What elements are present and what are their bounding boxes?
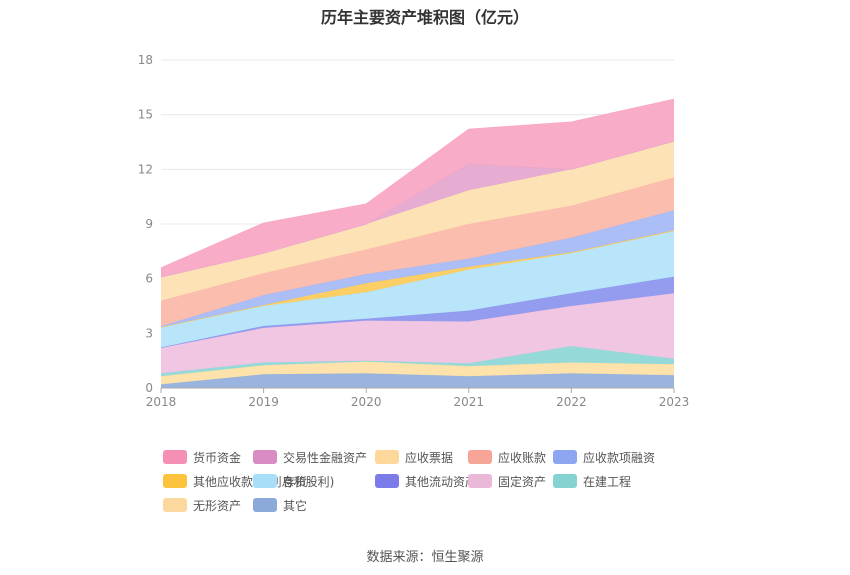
legend-swatch — [163, 474, 187, 488]
y-tick-label: 0 — [145, 381, 153, 395]
legend-item[interactable]: 其他流动资产 — [375, 472, 477, 490]
area-series-7 — [161, 210, 674, 328]
legend-item[interactable]: 交易性金融资产 — [253, 448, 367, 466]
legend-swatch — [375, 450, 399, 464]
y-tick-label: 18 — [138, 53, 153, 67]
x-tick-label: 2018 — [146, 395, 177, 409]
legend-swatch — [253, 474, 277, 488]
area-series-edge-5 — [160, 230, 675, 328]
legend-label: 无形资产 — [193, 498, 242, 513]
legend-swatch — [163, 498, 187, 512]
legend-swatch — [253, 498, 277, 512]
legend-label: 应收票据 — [405, 450, 454, 465]
legend-item[interactable]: 存货 — [253, 472, 307, 490]
area-series-9 — [161, 141, 674, 301]
area-series-0 — [161, 373, 674, 388]
legend-item[interactable]: 应收账款 — [468, 448, 546, 466]
area-series — [160, 98, 675, 388]
y-tick-label: 6 — [145, 272, 153, 286]
legend-swatch — [375, 474, 399, 488]
x-tick-label: 2022 — [556, 395, 587, 409]
area-series-edge-11 — [160, 98, 675, 269]
legend-label: 应收账款 — [498, 450, 547, 465]
axes: 0 3 6 9 12 15 18 2018 2019 2020 2021 2022 2023 — [138, 53, 690, 409]
x-tick-label: 2021 — [454, 395, 485, 409]
legend-item[interactable]: 在建工程 — [553, 472, 631, 490]
legend-label: 固定资产 — [498, 474, 547, 489]
legend-swatch — [468, 450, 492, 464]
y-tick-label: 9 — [145, 217, 153, 231]
legend-swatch — [163, 450, 187, 464]
x-tick-label: 2019 — [248, 395, 279, 409]
area-series-3 — [161, 293, 674, 374]
data-source-note: 数据来源：恒生聚源 — [366, 550, 484, 565]
area-series-8 — [161, 177, 674, 327]
legend-swatch — [468, 474, 492, 488]
legend-label: 其它 — [283, 498, 308, 513]
legend-item[interactable]: 固定资产 — [468, 472, 546, 490]
x-tick-label: 2020 — [351, 395, 382, 409]
legend-item[interactable]: 货币资金 — [163, 448, 241, 466]
area-series-2 — [161, 346, 674, 377]
y-tick-label: 12 — [138, 162, 153, 176]
legend-item[interactable]: 无形资产 — [163, 496, 241, 514]
legend-label: 在建工程 — [583, 474, 632, 489]
y-tick-label: 3 — [145, 326, 153, 340]
area-series-6 — [161, 230, 674, 328]
area-series-11 — [161, 99, 674, 277]
legend-label: 货币资金 — [193, 450, 242, 465]
legend-item[interactable]: 其它 — [253, 496, 307, 514]
area-series-5 — [161, 231, 674, 348]
legend-label: 交易性金融资产 — [283, 450, 368, 465]
x-tick-label: 2023 — [659, 395, 690, 409]
legend-swatch — [553, 450, 577, 464]
y-tick-label: 15 — [138, 108, 153, 122]
legend-swatch — [253, 450, 277, 464]
legend-label: 存货 — [283, 474, 308, 489]
legend-label: 应收款项融资 — [583, 450, 656, 465]
area-series-1 — [161, 361, 674, 385]
chart-title: 历年主要资产堆积图（亿元） — [320, 8, 529, 27]
legend-swatch — [553, 474, 577, 488]
legend-label: 其他流动资产 — [405, 474, 478, 489]
legend-item[interactable]: 其他应收款(含利息和股利) — [163, 472, 334, 490]
legend-item[interactable]: 应收款项融资 — [553, 448, 655, 466]
legend-item[interactable]: 应收票据 — [375, 448, 453, 466]
